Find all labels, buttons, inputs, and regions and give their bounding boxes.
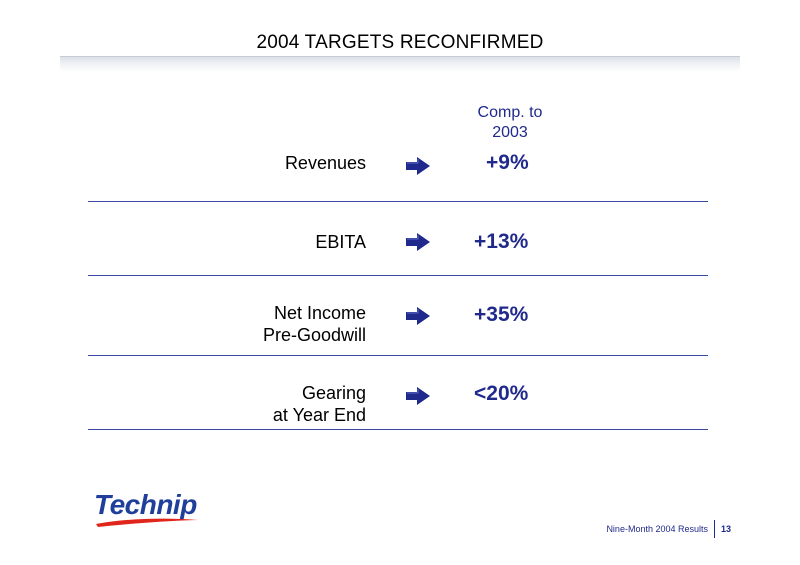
- title-band: [60, 56, 740, 72]
- row-label-line: Pre-Goodwill: [262, 325, 366, 345]
- row-label-line: Revenues: [284, 153, 366, 173]
- right-arrow-icon: [406, 307, 430, 325]
- column-header-line-2: 2003: [492, 124, 528, 141]
- slide-title: 2004 TARGETS RECONFIRMED: [256, 32, 544, 53]
- column-header: Comp. to 2003: [440, 103, 580, 143]
- row-divider: [88, 275, 708, 276]
- row-divider: [88, 429, 708, 430]
- row-label-net-income: Net Income Pre-Goodwill: [263, 302, 366, 346]
- logo-text: Technip: [94, 489, 197, 520]
- row-divider: [88, 355, 708, 356]
- footer-separator: [714, 520, 715, 538]
- row-value-ebita: +13%: [474, 230, 529, 253]
- technip-logo: Technip: [94, 489, 198, 527]
- row-value-gearing: <20%: [474, 382, 529, 405]
- footer-text: Nine-Month 2004 Results: [606, 524, 708, 534]
- title-band-line: [60, 56, 740, 57]
- page-number: 13: [721, 524, 732, 534]
- row-label-line: Net Income: [273, 303, 366, 323]
- row-divider: [88, 201, 708, 202]
- row-label-line: Gearing: [301, 383, 366, 403]
- row-label-line: at Year End: [272, 405, 366, 425]
- row-value-revenues: +9%: [486, 151, 529, 174]
- row-label-line: EBITA: [315, 232, 366, 252]
- right-arrow-icon: [406, 233, 430, 251]
- column-header-line-1: Comp. to: [477, 104, 543, 121]
- row-value-net-income: +35%: [474, 303, 529, 326]
- right-arrow-icon: [406, 387, 430, 405]
- right-arrow-icon: [406, 157, 430, 175]
- row-label-revenues: Revenues: [285, 152, 366, 174]
- row-label-gearing: Gearing at Year End: [273, 382, 366, 426]
- row-label-ebita: EBITA: [315, 231, 366, 253]
